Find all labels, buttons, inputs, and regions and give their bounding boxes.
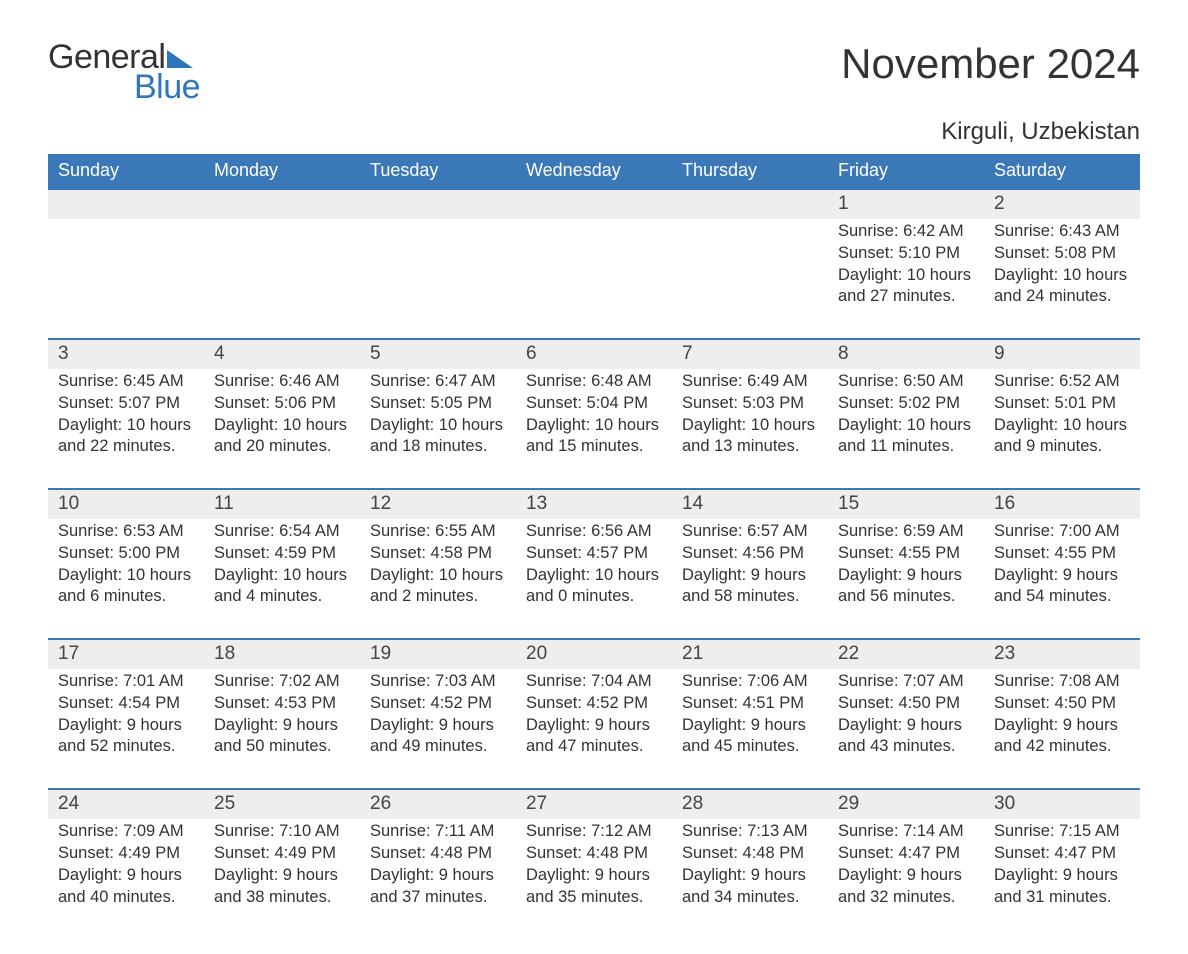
- day-number: 19: [360, 640, 516, 669]
- day-cell: Sunrise: 7:01 AM Sunset: 4:54 PM Dayligh…: [48, 669, 204, 788]
- day-cell: Sunrise: 6:46 AM Sunset: 5:06 PM Dayligh…: [204, 369, 360, 488]
- day-number: 25: [204, 790, 360, 819]
- day-cell: Sunrise: 7:13 AM Sunset: 4:48 PM Dayligh…: [672, 819, 828, 914]
- day-number: 21: [672, 640, 828, 669]
- day-number: 30: [984, 790, 1140, 819]
- day-data-row: Sunrise: 6:42 AM Sunset: 5:10 PM Dayligh…: [48, 219, 1140, 338]
- day-number: 5: [360, 340, 516, 369]
- day-number: 4: [204, 340, 360, 369]
- day-cell: Sunrise: 6:59 AM Sunset: 4:55 PM Dayligh…: [828, 519, 984, 638]
- day-cell: Sunrise: 6:48 AM Sunset: 5:04 PM Dayligh…: [516, 369, 672, 488]
- day-cell: Sunrise: 7:08 AM Sunset: 4:50 PM Dayligh…: [984, 669, 1140, 788]
- header: General Blue November 2024 Kirguli, Uzbe…: [48, 40, 1140, 146]
- day-cell: Sunrise: 6:42 AM Sunset: 5:10 PM Dayligh…: [828, 219, 984, 338]
- weekday-header-row: Sunday Monday Tuesday Wednesday Thursday…: [48, 154, 1140, 188]
- day-number: [48, 190, 204, 219]
- day-number: 9: [984, 340, 1140, 369]
- day-cell: Sunrise: 6:49 AM Sunset: 5:03 PM Dayligh…: [672, 369, 828, 488]
- day-number: 18: [204, 640, 360, 669]
- day-number-row: 10111213141516: [48, 488, 1140, 519]
- day-cell: Sunrise: 7:00 AM Sunset: 4:55 PM Dayligh…: [984, 519, 1140, 638]
- day-number: 1: [828, 190, 984, 219]
- day-number: 15: [828, 490, 984, 519]
- calendar: Sunday Monday Tuesday Wednesday Thursday…: [48, 154, 1140, 914]
- day-cell: [204, 219, 360, 338]
- page-subtitle: Kirguli, Uzbekistan: [48, 118, 1140, 146]
- day-cell: Sunrise: 7:09 AM Sunset: 4:49 PM Dayligh…: [48, 819, 204, 914]
- day-number-row: 12: [48, 188, 1140, 219]
- day-number: 2: [984, 190, 1140, 219]
- day-number: 29: [828, 790, 984, 819]
- day-number: 22: [828, 640, 984, 669]
- day-number: 8: [828, 340, 984, 369]
- day-number: 14: [672, 490, 828, 519]
- brand-logo: General Blue: [48, 40, 200, 104]
- day-cell: Sunrise: 6:43 AM Sunset: 5:08 PM Dayligh…: [984, 219, 1140, 338]
- brand-triangle-icon: [167, 50, 193, 68]
- day-cell: Sunrise: 7:02 AM Sunset: 4:53 PM Dayligh…: [204, 669, 360, 788]
- day-number: 10: [48, 490, 204, 519]
- weekday-header: Friday: [828, 154, 984, 188]
- day-number: 7: [672, 340, 828, 369]
- day-cell: Sunrise: 6:52 AM Sunset: 5:01 PM Dayligh…: [984, 369, 1140, 488]
- day-number: [672, 190, 828, 219]
- weekday-header: Thursday: [672, 154, 828, 188]
- day-number: 11: [204, 490, 360, 519]
- day-number: 23: [984, 640, 1140, 669]
- day-number: 16: [984, 490, 1140, 519]
- day-data-row: Sunrise: 7:09 AM Sunset: 4:49 PM Dayligh…: [48, 819, 1140, 914]
- weekday-header: Sunday: [48, 154, 204, 188]
- day-number-row: 17181920212223: [48, 638, 1140, 669]
- day-cell: Sunrise: 6:45 AM Sunset: 5:07 PM Dayligh…: [48, 369, 204, 488]
- day-cell: Sunrise: 6:53 AM Sunset: 5:00 PM Dayligh…: [48, 519, 204, 638]
- day-number: [204, 190, 360, 219]
- day-data-row: Sunrise: 6:53 AM Sunset: 5:00 PM Dayligh…: [48, 519, 1140, 638]
- day-cell: Sunrise: 6:55 AM Sunset: 4:58 PM Dayligh…: [360, 519, 516, 638]
- weeks-container: 12Sunrise: 6:42 AM Sunset: 5:10 PM Dayli…: [48, 188, 1140, 914]
- day-cell: [672, 219, 828, 338]
- day-number: 12: [360, 490, 516, 519]
- page-title: November 2024: [841, 40, 1140, 88]
- day-number-row: 3456789: [48, 338, 1140, 369]
- day-number: 13: [516, 490, 672, 519]
- day-number: 27: [516, 790, 672, 819]
- weekday-header: Tuesday: [360, 154, 516, 188]
- day-number: 24: [48, 790, 204, 819]
- day-number: 3: [48, 340, 204, 369]
- day-cell: Sunrise: 7:06 AM Sunset: 4:51 PM Dayligh…: [672, 669, 828, 788]
- day-number: 17: [48, 640, 204, 669]
- day-cell: [360, 219, 516, 338]
- weekday-header: Wednesday: [516, 154, 672, 188]
- day-cell: Sunrise: 7:03 AM Sunset: 4:52 PM Dayligh…: [360, 669, 516, 788]
- day-cell: Sunrise: 7:14 AM Sunset: 4:47 PM Dayligh…: [828, 819, 984, 914]
- weekday-header: Saturday: [984, 154, 1140, 188]
- day-data-row: Sunrise: 7:01 AM Sunset: 4:54 PM Dayligh…: [48, 669, 1140, 788]
- day-cell: [516, 219, 672, 338]
- day-cell: Sunrise: 6:54 AM Sunset: 4:59 PM Dayligh…: [204, 519, 360, 638]
- day-cell: Sunrise: 6:56 AM Sunset: 4:57 PM Dayligh…: [516, 519, 672, 638]
- day-number-row: 24252627282930: [48, 788, 1140, 819]
- day-number: 26: [360, 790, 516, 819]
- day-cell: Sunrise: 6:57 AM Sunset: 4:56 PM Dayligh…: [672, 519, 828, 638]
- day-number: 6: [516, 340, 672, 369]
- day-cell: Sunrise: 7:10 AM Sunset: 4:49 PM Dayligh…: [204, 819, 360, 914]
- day-number: 28: [672, 790, 828, 819]
- day-cell: [48, 219, 204, 338]
- day-cell: Sunrise: 6:50 AM Sunset: 5:02 PM Dayligh…: [828, 369, 984, 488]
- day-data-row: Sunrise: 6:45 AM Sunset: 5:07 PM Dayligh…: [48, 369, 1140, 488]
- day-cell: Sunrise: 7:04 AM Sunset: 4:52 PM Dayligh…: [516, 669, 672, 788]
- day-cell: Sunrise: 7:07 AM Sunset: 4:50 PM Dayligh…: [828, 669, 984, 788]
- day-cell: Sunrise: 7:12 AM Sunset: 4:48 PM Dayligh…: [516, 819, 672, 914]
- day-number: [360, 190, 516, 219]
- day-cell: Sunrise: 7:11 AM Sunset: 4:48 PM Dayligh…: [360, 819, 516, 914]
- weekday-header: Monday: [204, 154, 360, 188]
- day-number: [516, 190, 672, 219]
- day-number: 20: [516, 640, 672, 669]
- day-cell: Sunrise: 6:47 AM Sunset: 5:05 PM Dayligh…: [360, 369, 516, 488]
- day-cell: Sunrise: 7:15 AM Sunset: 4:47 PM Dayligh…: [984, 819, 1140, 914]
